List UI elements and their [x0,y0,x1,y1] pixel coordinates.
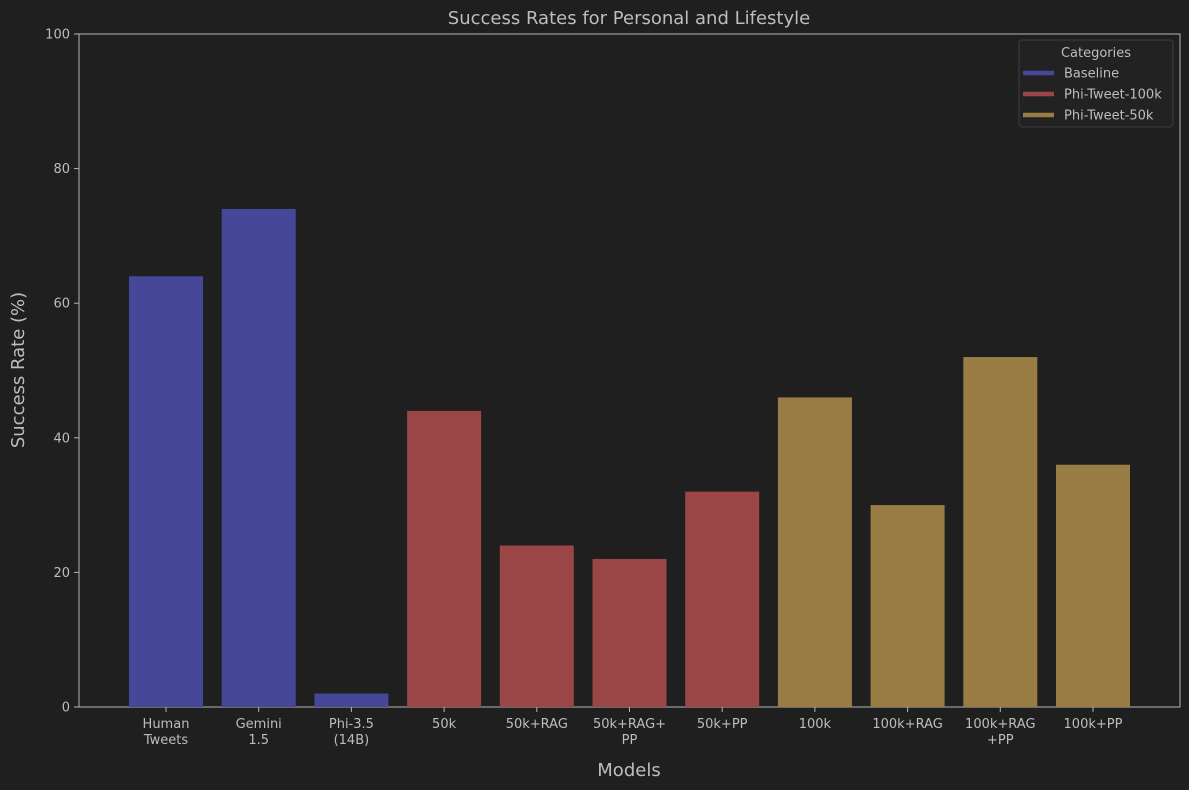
bars-group [129,208,1130,708]
y-tick-label: 60 [53,297,70,312]
chart-title: Success Rates for Personal and Lifestyle [448,8,810,29]
x-tick-label: Human Tweets [143,717,190,748]
bar [685,491,760,707]
x-tick-label: 50k [432,717,457,732]
legend: Categories Baseline Phi-Tweet-100k Phi-Twee… [1018,39,1174,128]
x-tick-label: Phi-3.5 (14B) [329,717,374,748]
x-tick-label: 50k+RAG [506,717,568,732]
y-tick-label: 0 [62,701,70,716]
bar [129,276,203,707]
y-tick-label: 40 [53,431,70,446]
y-tick-label: 20 [53,566,70,581]
legend-entry-label: Phi-Tweet-100k [1064,88,1162,103]
x-tick-label: 50k+PP [697,717,748,732]
bar [870,505,945,707]
y-axis: 0 20 40 60 80 100 [45,28,79,716]
legend-box [1018,39,1174,128]
x-tick-label: 100k+RAG [872,717,942,732]
legend-entry-label: Baseline [1064,67,1119,82]
bar [963,357,1038,707]
bar [499,545,574,707]
x-tick-label: 100k+PP [1064,717,1123,732]
y-axis-label: Success Rate (%) [8,292,29,448]
legend-entry-label: Phi-Tweet-50k [1064,109,1154,124]
bar [314,693,389,707]
x-axis: Human Tweets Gemini 1.5 Phi-3.5 (14B) 50k 50k+R… [143,707,1123,748]
x-tick-label: 100k+RAG +PP [965,717,1035,748]
x-tick-label: 50k+RAG+ PP [593,717,666,748]
bar [407,410,482,707]
x-axis-label: Models [597,760,660,781]
y-tick-label: 100 [45,28,70,43]
bar [221,208,296,708]
legend-title: Categories [1061,46,1131,61]
bar [777,397,852,707]
bar [592,558,667,707]
y-tick-label: 80 [53,162,70,177]
x-tick-label: 100k [799,717,832,732]
x-tick-label: Gemini 1.5 [236,717,282,748]
bar [1056,464,1130,707]
